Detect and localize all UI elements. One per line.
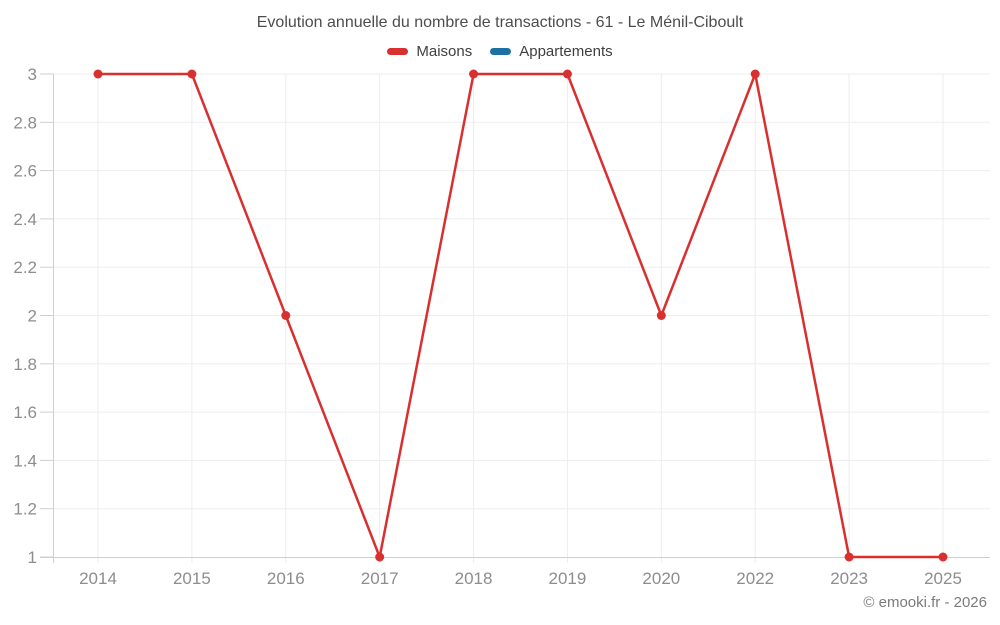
x-tick-label: 2022	[736, 569, 774, 588]
data-point[interactable]	[187, 69, 197, 79]
data-point[interactable]	[281, 311, 291, 320]
maisons-series-swatch-icon	[387, 48, 409, 55]
data-point[interactable]	[375, 552, 385, 562]
x-tick-label: 2019	[549, 569, 587, 588]
axes	[40, 73, 990, 563]
appartements-series-swatch-icon	[490, 48, 512, 55]
y-tick-label: 2.4	[13, 210, 37, 229]
y-tick-label: 1.8	[13, 355, 37, 374]
y-tick-label: 2	[28, 307, 37, 326]
y-tick-label: 2.2	[13, 258, 37, 277]
series-line	[96, 72, 945, 559]
data-point[interactable]	[93, 69, 103, 79]
y-tick-label: 1.2	[13, 500, 37, 519]
x-tick-label: 2020	[642, 569, 680, 588]
y-tick-label: 1.4	[13, 451, 37, 470]
x-tick-label: 2014	[79, 569, 117, 588]
series-maisons	[93, 69, 948, 562]
x-tick-label: 2015	[173, 569, 211, 588]
x-tick-label: 2017	[361, 569, 399, 588]
gridlines	[54, 73, 990, 563]
legend-label-appartements: Appartements	[519, 43, 613, 60]
y-tick-label: 1.6	[13, 403, 37, 422]
legend-item-appartements[interactable]: Appartements	[490, 43, 613, 60]
y-tick-label: 2.8	[13, 113, 37, 132]
y-tick-label: 2.6	[13, 162, 37, 181]
x-tick-label: 2023	[830, 569, 868, 588]
x-tick-label: 2025	[924, 569, 962, 588]
y-tick-label: 1	[28, 548, 37, 567]
tick-labels: 1 1.2 1.4 1.6 1.8 2 2.2 2.4 2.6 2.8 3 2014 2015 2016 2…	[13, 65, 962, 588]
data-point[interactable]	[656, 311, 666, 320]
copyright: © emooki.fr - 2026	[863, 594, 987, 611]
chart-legend: Maisons Appartements	[0, 43, 1000, 60]
x-tick-label: 2018	[455, 569, 493, 588]
data-point[interactable]	[844, 552, 854, 562]
data-point[interactable]	[562, 69, 572, 79]
chart-title: Evolution annuelle du nombre de transact…	[256, 14, 744, 31]
data-point[interactable]	[938, 552, 948, 562]
y-tick-label: 3	[28, 65, 37, 84]
legend-label-maisons: Maisons	[416, 43, 473, 60]
legend-item-maisons[interactable]: Maisons	[387, 43, 472, 60]
x-tick-label: 2016	[267, 569, 305, 588]
data-point[interactable]	[750, 69, 760, 79]
data-point[interactable]	[469, 69, 479, 79]
